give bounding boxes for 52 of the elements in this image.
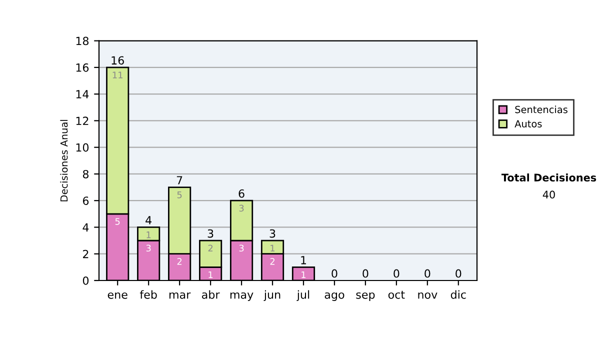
x-tick-label: jul [296,290,310,301]
total-label: 1 [301,256,306,264]
x-tick-label: abr [202,290,220,299]
data-label: 11 [112,72,122,78]
total-label: 7 [176,176,182,184]
x-tick-label: jun [264,290,280,301]
text: Total Decisiones [501,173,596,182]
total-label: 0 [456,269,462,278]
data-label: 1 [208,271,213,278]
total-label: 0 [362,269,368,278]
x-tick-label: sep [356,292,375,301]
data-label: 3 [146,244,151,252]
y-tick-label: 12 [76,116,88,125]
total-label: 6 [238,189,244,198]
x-tick-label: ene [108,292,128,299]
total-label: 3 [208,229,214,238]
y-tick-label: 6 [82,196,89,205]
data-label: 2 [177,258,182,265]
y-tick-label: 18 [76,36,89,46]
y-tick-label: 10 [76,143,89,152]
data-label: 5 [115,218,120,225]
x-tick-label: may [230,292,254,301]
data-label: 3 [239,244,244,252]
y-tick-label: 0 [82,276,89,285]
y-tick-label: 14 [76,90,89,98]
x-tick-label: dic [450,290,466,299]
total-label: 0 [394,269,400,278]
y-axis-title: Decisiones Anual [60,120,68,202]
total-label: 0 [424,269,430,278]
x-tick-label: mar [169,292,191,299]
data-label: 2 [208,244,213,252]
data-label: 3 [239,204,244,212]
y-tick-label: 4 [82,223,89,232]
data-label: 1 [146,232,151,238]
x-tick-label: oct [388,290,405,299]
data-label: 1 [302,271,306,278]
legend-label: Autos [514,120,542,128]
data-label: 5 [177,192,182,198]
total-label: 16 [112,56,124,65]
legend-label: Sentencias [515,106,568,114]
x-tick-label: nov [418,292,438,299]
y-tick-label: 16 [76,63,89,72]
x-tick-label: feb [140,290,157,299]
y-tick-label: 8 [82,170,89,178]
total-label: 0 [332,269,338,278]
total-label: 3 [270,229,276,238]
data-label: 1 [270,244,275,252]
text: 40 [542,190,555,199]
data-label: 2 [270,258,274,265]
x-tick-label: ago [324,292,344,301]
y-tick-label: 2 [83,250,88,258]
total-label: 4 [146,216,152,224]
